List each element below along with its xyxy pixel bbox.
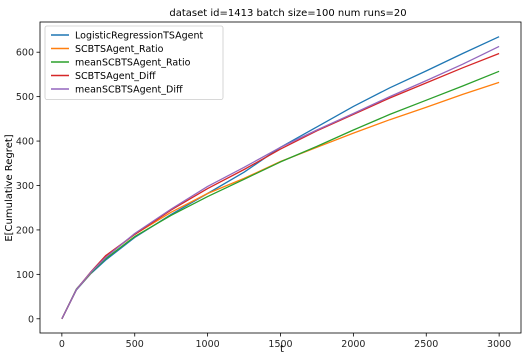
y-tick-label: 200 — [16, 225, 34, 236]
x-axis-label: t — [280, 344, 284, 354]
legend-frame — [44, 25, 224, 100]
x-tick-label: 2500 — [414, 339, 438, 350]
y-tick-label: 600 — [16, 48, 34, 59]
x-tick-label: 3000 — [487, 339, 511, 350]
chart-title: dataset id=1413 batch size=100 num runs=… — [169, 8, 406, 19]
y-tick-label: 300 — [16, 181, 34, 192]
series-line-LogisticRegressionTSAgent — [61, 36, 500, 320]
legend-label: meanSCBTSAgent_Diff — [75, 85, 183, 96]
x-tick-label: 1000 — [196, 339, 220, 350]
series-lines — [61, 36, 500, 320]
y-tick-label: 400 — [16, 137, 34, 148]
legend-label: SCBTSAgent_Diff — [75, 71, 156, 82]
x-tick-label: 0 — [59, 339, 65, 350]
series-line-meanSCBTSAgent_Ratio — [61, 70, 500, 320]
y-axis-label: E[Cumulative Regret] — [4, 134, 15, 241]
x-axis: 0 500 1000 1500 2000 2500 3000 — [59, 333, 511, 350]
y-axis: 0 100 200 300 400 500 600 — [16, 48, 40, 325]
series-line-SCBTSAgent_Ratio — [61, 81, 500, 320]
y-tick-label: 100 — [16, 270, 34, 281]
legend-label: meanSCBTSAgent_Ratio — [75, 58, 191, 69]
x-tick-label: 500 — [126, 339, 144, 350]
legend: LogisticRegressionTSAgent SCBTSAgent_Rati… — [44, 25, 224, 100]
legend-label: SCBTSAgent_Ratio — [75, 44, 164, 55]
x-tick-label: 2000 — [341, 339, 365, 350]
y-tick-label: 500 — [16, 92, 34, 103]
series-line-meanSCBTSAgent_Diff — [61, 45, 500, 320]
y-tick-label: 0 — [28, 314, 34, 325]
legend-label: LogisticRegressionTSAgent — [75, 31, 204, 42]
x-tick-label: 1500 — [268, 339, 292, 350]
